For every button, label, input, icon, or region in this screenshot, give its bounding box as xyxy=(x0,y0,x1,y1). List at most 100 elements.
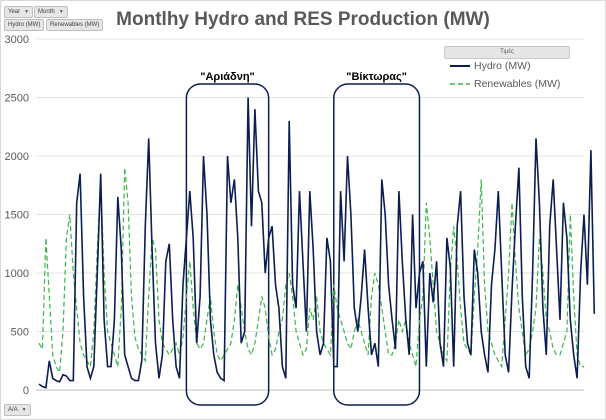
y-tick-label: 3000 xyxy=(5,34,29,46)
res-point-138 xyxy=(512,202,513,203)
annotation-label: "Αριάδνη" xyxy=(200,71,255,83)
res-point-98 xyxy=(375,273,376,274)
legend-item-renewables[interactable]: Renewables (MW) xyxy=(450,78,560,90)
hydro-point-133 xyxy=(494,249,495,250)
res-point-12 xyxy=(80,343,81,344)
filter-dropdown-icon: ▼ xyxy=(21,407,27,413)
res-point-83 xyxy=(323,343,324,344)
hydro-point-140 xyxy=(518,167,519,168)
pivot-value-renewables[interactable]: Renewables (MW) xyxy=(46,19,104,31)
hydro-point-79 xyxy=(309,191,310,192)
annotation-box xyxy=(333,83,421,406)
legend-item-hydro[interactable]: Hydro (MW) xyxy=(450,60,531,72)
res-point-152 xyxy=(560,355,561,356)
pivot-filter-year[interactable]: Year ▼ xyxy=(4,6,34,18)
hydro-point-81 xyxy=(316,331,317,332)
hydro-point-143 xyxy=(529,378,530,379)
res-point-65 xyxy=(261,296,262,297)
hydro-point-1 xyxy=(42,386,43,387)
hydro-point-155 xyxy=(570,319,571,320)
res-point-35 xyxy=(159,319,160,320)
hydro-point-105 xyxy=(399,191,400,192)
legend-hydro-label: Hydro (MW) xyxy=(474,60,531,72)
res-point-117 xyxy=(440,343,441,344)
hydro-point-120 xyxy=(450,267,451,268)
hydro-point-40 xyxy=(176,366,177,367)
res-point-26 xyxy=(128,202,129,203)
data-points xyxy=(39,97,595,388)
hydro-point-118 xyxy=(443,366,444,367)
res-point-145 xyxy=(536,308,537,309)
hydro-point-145 xyxy=(536,138,537,139)
hydro-point-31 xyxy=(145,226,146,227)
res-point-9 xyxy=(69,214,70,215)
hydro-point-49 xyxy=(207,214,208,215)
res-point-140 xyxy=(518,308,519,309)
renewables-series-line xyxy=(38,167,584,375)
res-point-75 xyxy=(296,331,297,332)
res-point-34 xyxy=(155,249,156,250)
res-point-36 xyxy=(162,343,163,344)
res-point-1 xyxy=(42,349,43,350)
pivot-value-hydro[interactable]: Hydro (MW) xyxy=(4,19,45,31)
hydro-point-84 xyxy=(327,238,328,239)
pivot-axis-field-label: A/A xyxy=(8,407,18,413)
hydro-point-23 xyxy=(117,197,118,198)
res-point-37 xyxy=(165,349,166,350)
chart-title: Montlhy Hydro and RES Production (MW) xyxy=(116,9,490,30)
hydro-point-72 xyxy=(285,378,286,379)
hydro-point-52 xyxy=(217,372,218,373)
hydro-point-37 xyxy=(165,261,166,262)
res-point-86 xyxy=(333,284,334,285)
hydro-point-92 xyxy=(354,308,355,309)
res-point-101 xyxy=(385,331,386,332)
res-point-53 xyxy=(220,360,221,361)
hydro-point-28 xyxy=(135,380,136,381)
res-point-89 xyxy=(344,331,345,332)
hydro-point-97 xyxy=(371,355,372,356)
hydro-point-59 xyxy=(241,343,242,344)
hydro-point-127 xyxy=(474,249,475,250)
hydro-point-88 xyxy=(340,191,341,192)
res-point-112 xyxy=(422,296,423,297)
res-point-149 xyxy=(549,331,550,332)
hydro-point-121 xyxy=(453,366,454,367)
hydro-point-54 xyxy=(224,380,225,381)
legend-renewables-swatch xyxy=(450,83,470,85)
res-point-32 xyxy=(148,296,149,297)
hydro-point-98 xyxy=(375,343,376,344)
hydro-point-17 xyxy=(97,273,98,274)
hydro-point-101 xyxy=(385,214,386,215)
hydro-point-139 xyxy=(515,226,516,227)
res-point-146 xyxy=(539,238,540,239)
hydro-point-20 xyxy=(107,366,108,367)
res-point-151 xyxy=(556,355,557,356)
hydro-point-56 xyxy=(231,202,232,203)
hydro-point-32 xyxy=(148,138,149,139)
res-point-77 xyxy=(303,355,304,356)
hydro-point-67 xyxy=(268,238,269,239)
res-point-52 xyxy=(217,355,218,356)
hydro-point-38 xyxy=(169,243,170,244)
res-point-130 xyxy=(484,284,485,285)
pivot-filter-month-label: Month xyxy=(38,9,55,15)
hydro-point-149 xyxy=(549,226,550,227)
hydro-point-128 xyxy=(477,273,478,274)
hydro-point-159 xyxy=(584,214,585,215)
res-point-121 xyxy=(453,226,454,227)
pivot-axis-field[interactable]: A/A ▼ xyxy=(4,404,31,416)
res-point-6 xyxy=(59,372,60,373)
res-point-14 xyxy=(87,360,88,361)
hydro-point-73 xyxy=(289,121,290,122)
res-point-41 xyxy=(179,355,180,356)
pivot-filter-month[interactable]: Month ▼ xyxy=(34,6,68,18)
hydro-point-7 xyxy=(63,374,64,375)
res-point-127 xyxy=(474,296,475,297)
res-point-30 xyxy=(141,355,142,356)
y-tick-label: 2500 xyxy=(5,93,29,105)
res-point-21 xyxy=(111,343,112,344)
res-point-25 xyxy=(124,167,125,168)
res-point-94 xyxy=(361,331,362,332)
hydro-point-43 xyxy=(186,238,187,239)
hydro-point-153 xyxy=(563,202,564,203)
